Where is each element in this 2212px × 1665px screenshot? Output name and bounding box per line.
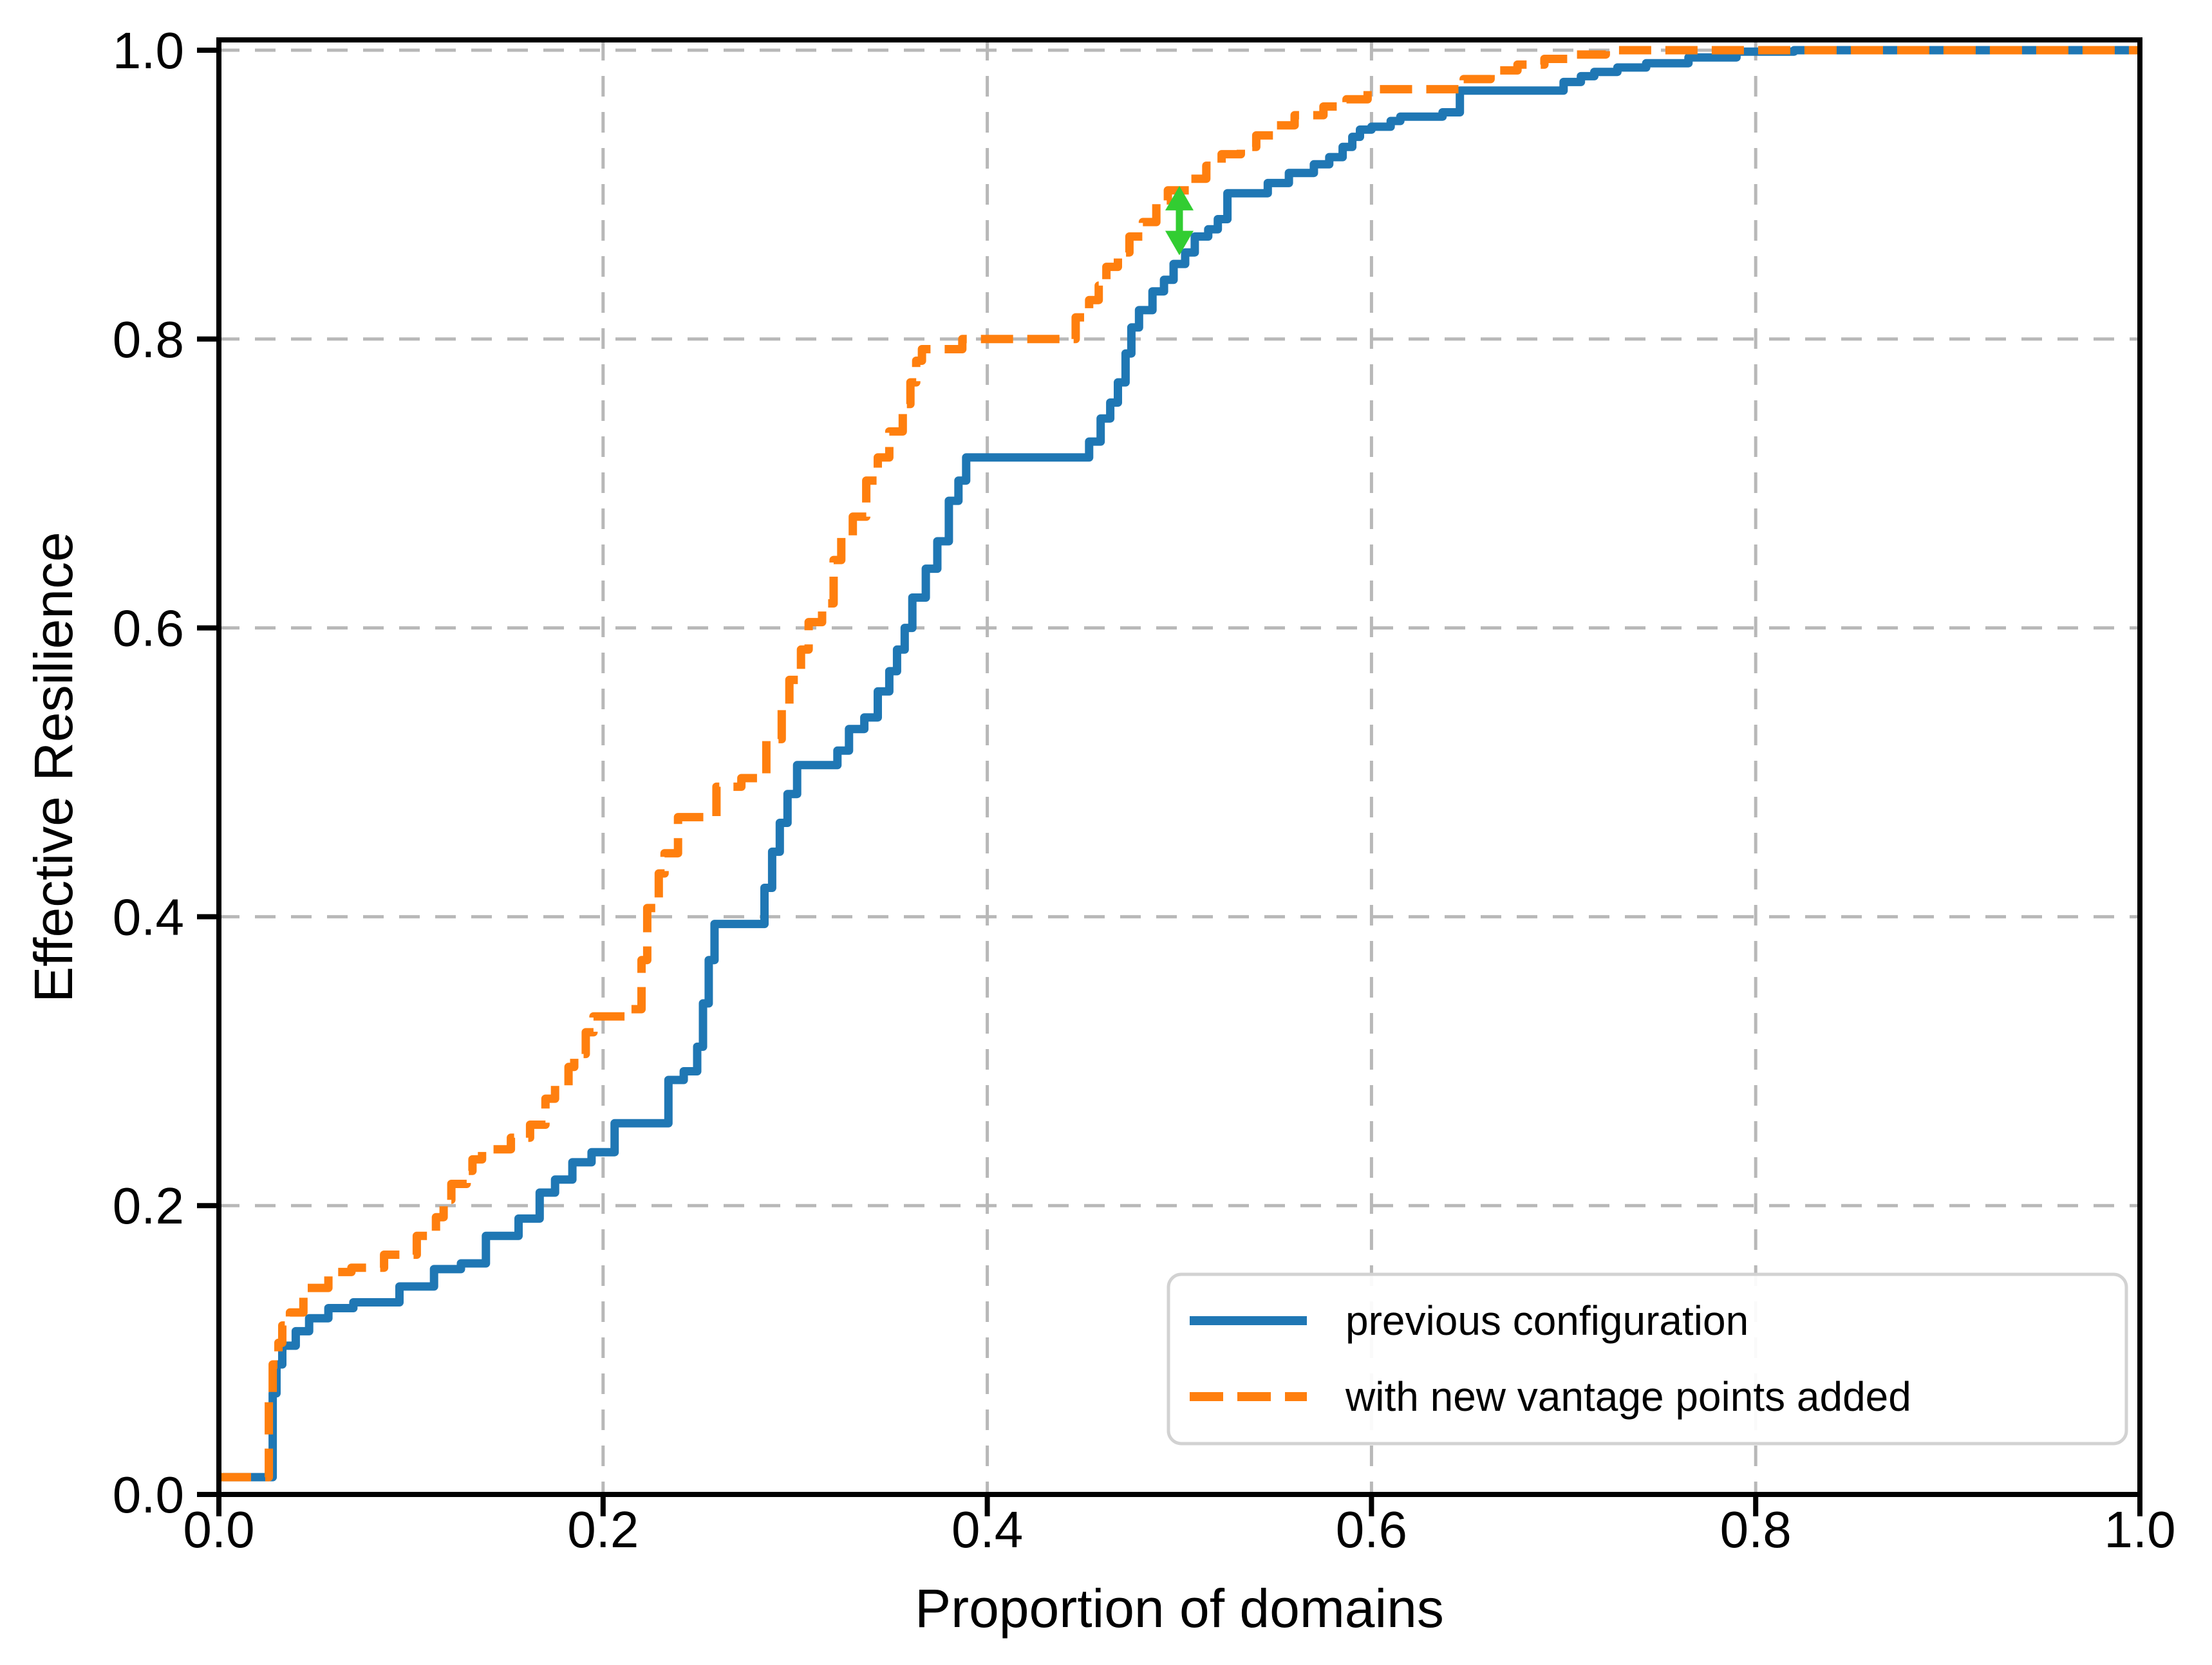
- arrow-head-down-icon: [1165, 230, 1194, 256]
- curves: [219, 46, 2140, 1482]
- y-tick-label: 0.2: [113, 1177, 184, 1234]
- y-tick-label: 0.6: [113, 600, 184, 657]
- y-tick-labels: 0.0 0.2 0.4 0.6 0.8 1.0: [113, 22, 184, 1523]
- x-tick-label: 0.4: [951, 1501, 1023, 1558]
- y-tick-label: 1.0: [113, 22, 184, 79]
- x-tick-label: 0.2: [567, 1501, 639, 1558]
- legend-label-previous-configuration: previous configuration: [1345, 1298, 1748, 1344]
- legend-box: [1167, 1272, 2128, 1446]
- legend: previous configuration with new vantage …: [1167, 1272, 2128, 1446]
- legend-label-new-vantage-points: with new vantage points added: [1345, 1373, 1911, 1420]
- x-tick-label: 1.0: [2104, 1501, 2175, 1558]
- previous-configuration-curve: [219, 46, 2140, 1482]
- axis-ticks: [197, 48, 2142, 1516]
- arrow-head-up-icon: [1165, 185, 1194, 210]
- y-axis-label: Effective Resilience: [23, 532, 84, 1002]
- x-axis-label: Proportion of domains: [915, 1578, 1444, 1639]
- x-tick-label: 0.0: [183, 1501, 254, 1558]
- x-tick-labels: 0.0 0.2 0.4 0.6 0.8 1.0: [183, 1501, 2175, 1558]
- x-tick-label: 0.8: [1720, 1501, 1792, 1558]
- x-tick-label: 0.6: [1336, 1501, 1407, 1558]
- y-tick-label: 0.4: [113, 888, 184, 945]
- y-tick-label: 0.0: [113, 1466, 184, 1523]
- new-vantage-points-curve: [219, 46, 2140, 1482]
- plot-frame: [216, 37, 2142, 1497]
- gap-annotation-arrow: [1165, 185, 1194, 256]
- y-tick-label: 0.8: [113, 311, 184, 368]
